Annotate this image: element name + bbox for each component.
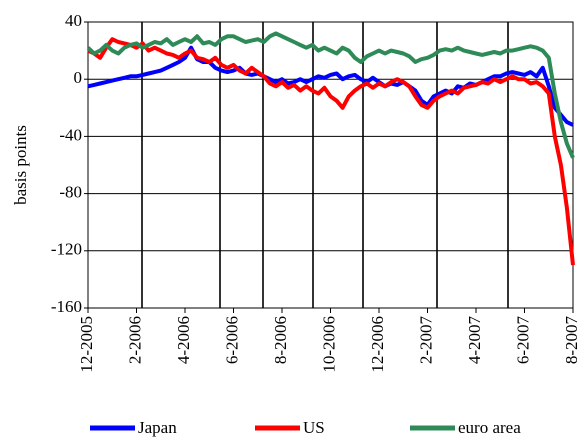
y-tick-label: 0 — [74, 68, 83, 87]
x-tick-label: 6-2006 — [222, 316, 241, 364]
x-tick-label: 12-2005 — [77, 316, 96, 373]
series-line — [86, 31, 575, 159]
x-tick-label: 10-2006 — [319, 316, 338, 373]
series-line — [87, 45, 574, 127]
x-tick-label: 8-2007 — [562, 316, 577, 365]
event-lines — [141, 22, 509, 308]
x-tick-label: 6-2007 — [513, 316, 532, 365]
plot-frame — [87, 21, 574, 309]
y-tick-label: -40 — [59, 125, 82, 144]
x-tick-label: 4-2007 — [465, 316, 484, 365]
y-tick-label: -120 — [51, 240, 82, 259]
y-tick-label: -80 — [59, 183, 82, 202]
x-tick-label: 2-2007 — [416, 316, 435, 365]
x-tick-label: 12-2006 — [368, 316, 387, 373]
y-tick-label: -160 — [51, 297, 82, 316]
series-line — [87, 37, 575, 266]
x-tick-label: 4-2006 — [174, 316, 193, 364]
x-tick-label: 8-2006 — [271, 316, 290, 364]
x-tick-label: 2-2006 — [125, 316, 144, 364]
legend-label: US — [303, 418, 325, 437]
y-tick-label: 40 — [65, 11, 82, 30]
legend-label: Japan — [138, 418, 177, 437]
legend-label: euro area — [458, 418, 521, 437]
y-axis-label: basis points — [11, 125, 30, 205]
